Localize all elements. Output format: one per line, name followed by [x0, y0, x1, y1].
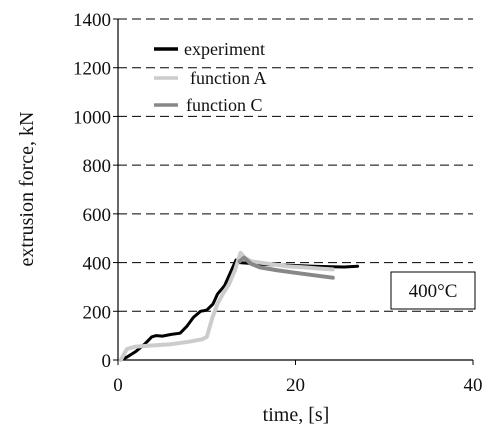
x-axis-title: time, [s]: [263, 404, 330, 426]
axes: [113, 18, 474, 365]
y-tick-labels: 0 200 400 600 800 1000 1200 1400: [73, 10, 111, 372]
temperature-annotation: 400°C: [390, 271, 476, 310]
x-tick-label: 0: [113, 375, 123, 396]
y-axis-title: extrusion force, kN: [16, 112, 38, 267]
series-lines: [118, 250, 360, 362]
legend-label-function-a: function A: [190, 68, 267, 88]
series-line-function-c: [237, 255, 335, 280]
legend: experiment function A function C: [154, 39, 267, 115]
annotation-box: [390, 271, 476, 310]
y-tick-label: 0: [102, 351, 112, 372]
y-tick-label: 200: [83, 302, 112, 323]
series-line-function-a: [118, 250, 335, 362]
y-tick-label: 1200: [73, 59, 111, 80]
y-tick-label: 1400: [73, 10, 111, 31]
x-tick-label: 40: [464, 375, 483, 396]
x-tick-labels: 0 20 40: [113, 375, 482, 396]
y-tick-label: 1000: [73, 107, 111, 128]
x-tick-label: 20: [286, 375, 305, 396]
annotation-label: 400°C: [409, 281, 458, 302]
grid-lines: [118, 18, 473, 312]
y-tick-label: 800: [83, 156, 112, 177]
legend-label-function-c: function C: [186, 95, 263, 115]
legend-label-experiment: experiment: [184, 39, 265, 59]
y-tick-label: 400: [83, 254, 112, 275]
y-tick-label: 600: [83, 205, 112, 226]
